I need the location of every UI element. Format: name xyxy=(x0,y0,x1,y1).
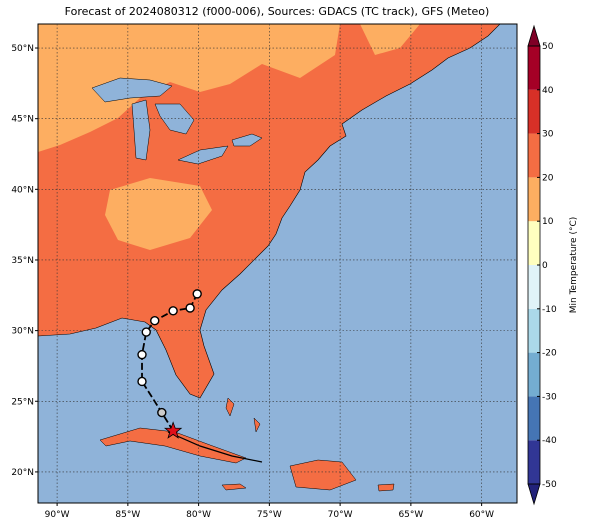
lon-tick-label: 60°W xyxy=(469,510,494,520)
colorbar-tick-label: 50 xyxy=(542,42,554,52)
colorbar-band xyxy=(528,265,540,309)
lat-tick-label: 40°N xyxy=(11,185,34,195)
past-track xyxy=(167,431,263,463)
colorbar-band xyxy=(528,89,540,134)
lon-tick-label: 65°W xyxy=(398,510,423,520)
colorbar-tick-label: 0 xyxy=(542,261,548,271)
lon-tick-label: 85°W xyxy=(115,510,140,520)
track-point xyxy=(192,289,202,299)
track-point xyxy=(141,327,151,337)
colorbar-tick-label: -20 xyxy=(542,349,557,359)
lat-tick-label: 50°N xyxy=(11,44,34,54)
map-title: Forecast of 2024080312 (f000-006), Sourc… xyxy=(65,5,490,18)
colorbar-tick-label: 30 xyxy=(542,130,554,140)
lat-tick-label: 30°N xyxy=(11,327,34,337)
track-point xyxy=(150,316,160,326)
lon-tick-label: 75°W xyxy=(257,510,282,520)
track-point xyxy=(185,303,195,313)
colorbar-tick-label: -50 xyxy=(542,480,557,490)
colorbar-band xyxy=(528,177,540,222)
lat-tick-label: 20°N xyxy=(11,468,34,478)
colorbar-under xyxy=(527,483,541,506)
track-point xyxy=(137,349,147,360)
islands xyxy=(99,397,395,492)
colorbar-tick-label: -10 xyxy=(542,305,557,315)
lat-tick-label: 45°N xyxy=(11,115,34,125)
track-point xyxy=(137,376,147,387)
map-field xyxy=(38,24,517,503)
land-mainland xyxy=(38,24,501,399)
lat-tick-label: 35°N xyxy=(11,256,34,266)
colorbar-tick-label: 10 xyxy=(542,217,554,227)
colorbar-band xyxy=(528,352,540,397)
colorbar-over xyxy=(527,24,541,47)
colorbar-tick-label: -40 xyxy=(542,436,557,446)
colorbar-band xyxy=(528,440,540,484)
lon-tick-label: 90°W xyxy=(45,510,70,520)
colorbar-tick-label: -30 xyxy=(542,392,557,402)
colorbar-tick-label: 20 xyxy=(542,173,554,183)
track-line xyxy=(141,293,198,432)
track-point xyxy=(157,407,167,418)
colorbar-band xyxy=(528,46,540,90)
colorbar-band xyxy=(528,396,540,441)
lon-tick-label: 80°W xyxy=(186,510,211,520)
lat-tick-label: 25°N xyxy=(11,397,34,407)
colorbar-band xyxy=(528,133,540,178)
colorbar-band xyxy=(528,221,540,265)
track-star xyxy=(163,421,183,439)
colorbar-label: Min Temperature (°C) xyxy=(569,217,579,314)
track-point xyxy=(168,306,178,316)
colorbar-band xyxy=(528,308,540,353)
map-frame xyxy=(37,23,518,504)
great-lakes xyxy=(91,77,263,165)
lon-tick-label: 70°W xyxy=(328,510,353,520)
colorbar-tick-label: 40 xyxy=(542,86,554,96)
